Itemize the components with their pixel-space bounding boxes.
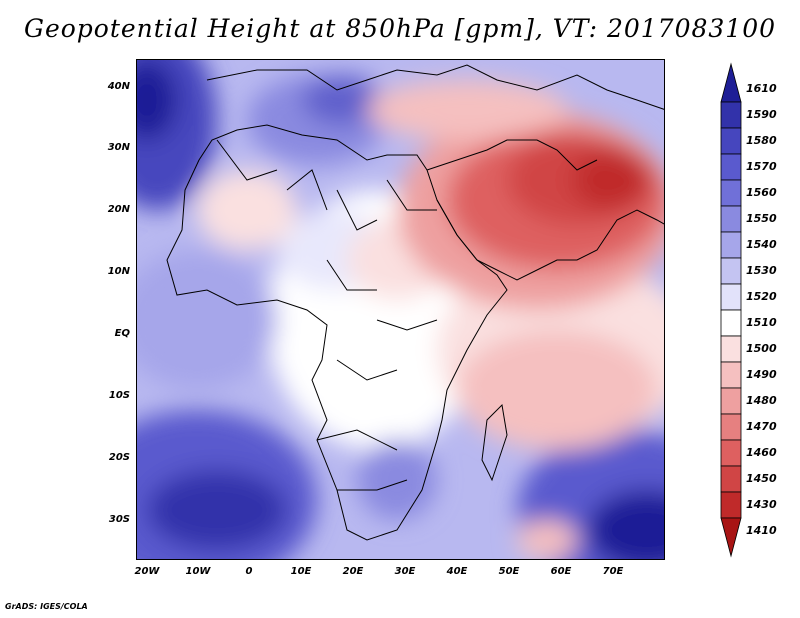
colorbar-swatch <box>720 205 742 233</box>
colorbar <box>720 62 742 558</box>
map-title: Geopotential Height at 850hPa [gpm], VT:… <box>23 14 777 43</box>
colorbar-label: 1520 <box>746 290 777 303</box>
colorbar-swatch <box>720 413 742 441</box>
colorbar-swatch <box>720 335 742 363</box>
colorbar-swatch <box>720 439 742 467</box>
colorbar-label: 1510 <box>746 316 777 329</box>
colorbar-swatch <box>720 101 742 129</box>
colorbar-label: 1490 <box>746 368 777 381</box>
lat-label: 30S <box>108 514 130 525</box>
map-plot-area <box>136 59 665 560</box>
footer-credit: GrADS: IGES/COLA <box>5 602 88 611</box>
lat-label: 10S <box>108 390 130 401</box>
lon-label: 40E <box>446 566 468 577</box>
lat-label: 30N <box>107 142 130 153</box>
lon-label: 30E <box>394 566 416 577</box>
colorbar-swatch <box>720 231 742 259</box>
lon-label: 20E <box>342 566 364 577</box>
map-svg <box>137 60 664 559</box>
lon-label: 10W <box>185 566 211 577</box>
colorbar-swatch <box>720 153 742 181</box>
colorbar-label: 1500 <box>746 342 777 355</box>
colorbar-swatch <box>720 62 742 103</box>
lon-label: 50E <box>498 566 520 577</box>
colorbar-swatch <box>720 387 742 415</box>
colorbar-swatch <box>720 179 742 207</box>
colorbar-swatch <box>720 283 742 311</box>
height-field <box>137 60 664 559</box>
lat-label: EQ <box>114 328 130 339</box>
colorbar-label: 1470 <box>746 420 777 433</box>
colorbar-swatch <box>720 309 742 337</box>
lon-label: 60E <box>550 566 572 577</box>
colorbar-swatch <box>720 491 742 519</box>
lat-label: 10N <box>107 266 130 277</box>
lon-label: 0 <box>245 566 253 577</box>
colorbar-label: 1460 <box>746 446 777 459</box>
colorbar-label: 1560 <box>746 186 777 199</box>
colorbar-label: 1450 <box>746 472 777 485</box>
colorbar-swatch <box>720 361 742 389</box>
colorbar-label: 1610 <box>746 82 777 95</box>
colorbar-label: 1590 <box>746 108 777 121</box>
colorbar-swatch <box>720 465 742 493</box>
lat-label: 20S <box>108 452 130 463</box>
colorbar-label: 1430 <box>746 498 777 511</box>
lon-label: 10E <box>290 566 312 577</box>
lon-label: 70E <box>602 566 624 577</box>
colorbar-swatch <box>720 127 742 155</box>
colorbar-swatch <box>720 257 742 285</box>
colorbar-label: 1570 <box>746 160 777 173</box>
colorbar-label: 1580 <box>746 134 777 147</box>
coastlines <box>166 64 664 541</box>
colorbar-label: 1530 <box>746 264 777 277</box>
lat-label: 20N <box>107 204 130 215</box>
lat-label: 40N <box>107 81 130 92</box>
colorbar-label: 1540 <box>746 238 777 251</box>
colorbar-label: 1480 <box>746 394 777 407</box>
lon-label: 20W <box>134 566 160 577</box>
colorbar-label: 1550 <box>746 212 777 225</box>
colorbar-swatch <box>720 517 742 558</box>
colorbar-label: 1410 <box>746 524 777 537</box>
